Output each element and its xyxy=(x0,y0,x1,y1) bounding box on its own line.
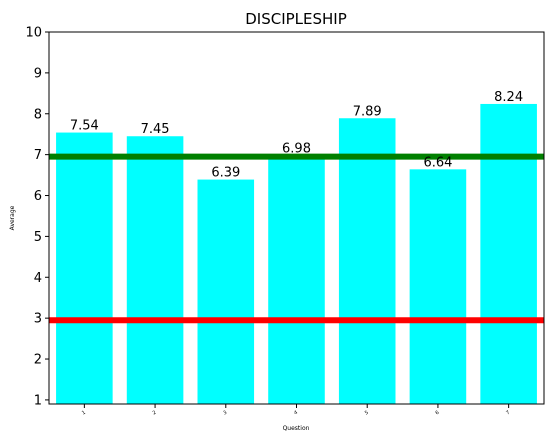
x-tick-label: 3 xyxy=(222,410,228,417)
plot-area: 7.54 7.45 6.39 6.98 7.89 6.64 8.24 1 2 3 4 5 6 7 8 9 10 1… xyxy=(25,26,545,417)
value-label-q4: 6.98 xyxy=(282,141,311,156)
x-axis-label: Question xyxy=(283,425,310,432)
bar-q3 xyxy=(197,179,255,404)
bar-q4 xyxy=(268,155,325,404)
x-tick-label: 4 xyxy=(293,410,299,417)
value-label-q5: 7.89 xyxy=(353,104,382,119)
value-label-q1: 7.54 xyxy=(70,119,99,134)
x-tick-label: 6 xyxy=(435,410,441,417)
value-label-q7: 8.24 xyxy=(494,90,523,105)
value-label-q3: 6.39 xyxy=(211,166,240,181)
bar-q1 xyxy=(56,132,113,404)
y-tick-label: 3 xyxy=(34,312,42,327)
x-tick-label: 7 xyxy=(505,410,511,417)
y-tick-label: 1 xyxy=(34,393,42,408)
bar-q2 xyxy=(126,136,184,405)
bar-q5 xyxy=(338,118,396,404)
x-tick-label: 1 xyxy=(81,410,87,417)
y-tick-label: 10 xyxy=(25,26,42,41)
y-tick-label: 9 xyxy=(34,66,42,81)
x-tick-label: 5 xyxy=(364,410,370,417)
y-tick-label: 6 xyxy=(34,189,42,204)
x-tick-label: 2 xyxy=(152,410,158,417)
bar-q6 xyxy=(409,169,467,404)
y-tick-label: 4 xyxy=(34,271,42,286)
y-tick-label: 8 xyxy=(34,107,42,122)
y-axis-label: Average xyxy=(9,205,16,230)
y-tick-label: 2 xyxy=(34,353,42,368)
y-tick-label: 5 xyxy=(34,230,42,245)
y-tick-label: 7 xyxy=(34,148,42,163)
value-label-q6: 6.64 xyxy=(423,155,452,170)
chart-title: DISCIPLESHIP xyxy=(245,10,347,28)
bar-q7 xyxy=(480,103,537,404)
value-label-q2: 7.45 xyxy=(141,122,170,137)
